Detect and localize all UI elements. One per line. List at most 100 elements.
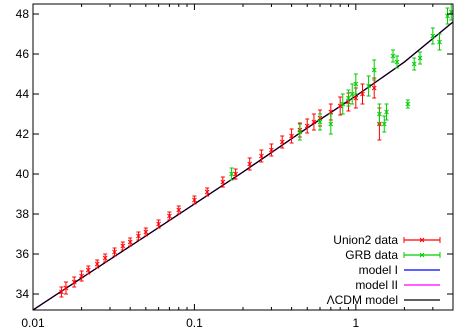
grb-data-marker bbox=[405, 101, 411, 107]
grb-data-point bbox=[417, 51, 423, 65]
grb-data-point bbox=[340, 93, 346, 115]
y-tick-label: 46 bbox=[16, 47, 30, 61]
union2-data-marker bbox=[360, 91, 365, 97]
grb-data-point bbox=[317, 113, 323, 131]
series-layer bbox=[33, 4, 453, 310]
union2-data-marker bbox=[247, 161, 253, 167]
grb-data-point bbox=[430, 27, 436, 45]
union2-data-point bbox=[360, 83, 365, 105]
grb-data-point bbox=[411, 57, 417, 71]
union2-data-point bbox=[311, 113, 317, 131]
legend-marker bbox=[419, 237, 425, 243]
grb-data-marker bbox=[229, 171, 234, 177]
y-tick-label: 38 bbox=[16, 207, 30, 221]
grb-data-point bbox=[437, 33, 442, 51]
grb-data-marker bbox=[371, 67, 377, 73]
union2-data-marker bbox=[63, 285, 69, 291]
union2-data-point bbox=[112, 247, 117, 257]
union2-data-point bbox=[220, 176, 226, 188]
grb-data-marker bbox=[377, 111, 382, 117]
grb-data-marker bbox=[390, 53, 396, 59]
union2-data-marker bbox=[192, 197, 197, 203]
union2-data-point bbox=[279, 135, 285, 149]
legend-label-model-i: model I bbox=[359, 263, 398, 277]
grb-data-marker bbox=[297, 129, 303, 135]
x-tick-label: 0.01 bbox=[21, 316, 45, 330]
union2-data-marker bbox=[371, 85, 377, 91]
y-tick-label: 36 bbox=[16, 247, 30, 261]
grb-data-marker bbox=[346, 95, 351, 101]
union2-data-marker bbox=[269, 147, 274, 153]
union2-data-point bbox=[304, 118, 310, 134]
union2-data-point bbox=[289, 128, 294, 144]
union2-data-marker bbox=[259, 153, 264, 159]
grb-data-marker bbox=[411, 61, 417, 67]
grb-data-point bbox=[377, 103, 382, 125]
union2-data-marker bbox=[167, 213, 172, 219]
legend-label-model-ii: model II bbox=[355, 278, 398, 292]
union2-data-marker bbox=[59, 289, 64, 295]
grb-data-marker bbox=[445, 13, 450, 19]
union2-data-point bbox=[371, 77, 377, 99]
y-tick-label: 44 bbox=[16, 87, 30, 101]
y-tick-label: 40 bbox=[16, 167, 30, 181]
grb-data-marker bbox=[340, 101, 346, 107]
grb-data-point bbox=[394, 55, 400, 69]
union2-data-marker bbox=[304, 123, 310, 129]
union2-data-point bbox=[94, 259, 100, 269]
union2-data-marker bbox=[220, 179, 226, 185]
union2-data-point bbox=[337, 96, 343, 116]
union2-data-point bbox=[102, 253, 108, 263]
union2-data-marker bbox=[79, 273, 84, 279]
grb-data-marker bbox=[430, 33, 436, 39]
union2-data-point bbox=[167, 211, 172, 221]
grb-data-marker bbox=[417, 55, 423, 61]
grb-data-point bbox=[353, 73, 359, 95]
union2-data-point bbox=[247, 157, 253, 171]
union2-data-marker bbox=[136, 233, 141, 239]
union2-data-marker bbox=[143, 229, 149, 235]
legend-label--cdm-model: ΛCDM model bbox=[327, 293, 398, 307]
grb-data-marker bbox=[437, 39, 442, 45]
union2-data-point bbox=[136, 231, 141, 241]
grb-data-marker bbox=[317, 119, 323, 125]
union2-data-marker bbox=[85, 267, 91, 273]
legend-label-union2-data: Union2 data bbox=[333, 233, 398, 247]
union2-data-marker bbox=[279, 139, 285, 145]
union2-data-marker bbox=[289, 133, 294, 139]
axes-layer: 34 36 38 40 42 44 46 48 0.01 0.1 1 bbox=[16, 3, 454, 330]
union2-data-point bbox=[192, 195, 197, 205]
union2-data-point bbox=[71, 276, 77, 288]
x-tick-label: 0.1 bbox=[186, 316, 203, 330]
union2-data-point bbox=[63, 281, 69, 295]
union2-data-point bbox=[259, 149, 264, 163]
union2-data-marker bbox=[102, 255, 108, 261]
union2-data-marker bbox=[71, 279, 77, 285]
legend-marker bbox=[419, 252, 425, 258]
union2-data-marker bbox=[204, 189, 210, 195]
union2-data-point bbox=[143, 227, 149, 237]
grb-data-point bbox=[390, 49, 396, 63]
grb-data-point bbox=[229, 167, 234, 181]
y-tick-label: 42 bbox=[16, 127, 30, 141]
series-line--cdm-model bbox=[33, 21, 453, 310]
grb-data-marker bbox=[384, 109, 389, 115]
grb-data-point bbox=[346, 89, 351, 107]
union2-data-point bbox=[269, 143, 274, 157]
y-tick-label: 48 bbox=[16, 7, 30, 21]
union2-data-point bbox=[85, 265, 91, 275]
grb-data-marker bbox=[394, 59, 400, 65]
union2-data-marker bbox=[94, 261, 100, 267]
union2-data-point bbox=[204, 187, 210, 197]
x-tick-label: 1 bbox=[352, 316, 359, 330]
grb-data-marker bbox=[328, 121, 334, 127]
grb-data-point bbox=[328, 113, 334, 135]
grb-data-point bbox=[381, 115, 387, 133]
union2-data-point bbox=[127, 237, 133, 247]
grb-data-point bbox=[384, 103, 389, 121]
union2-data-marker bbox=[156, 221, 161, 227]
y-tick-label: 34 bbox=[16, 287, 30, 301]
grb-data-point bbox=[366, 75, 371, 97]
union2-data-marker bbox=[328, 109, 334, 115]
